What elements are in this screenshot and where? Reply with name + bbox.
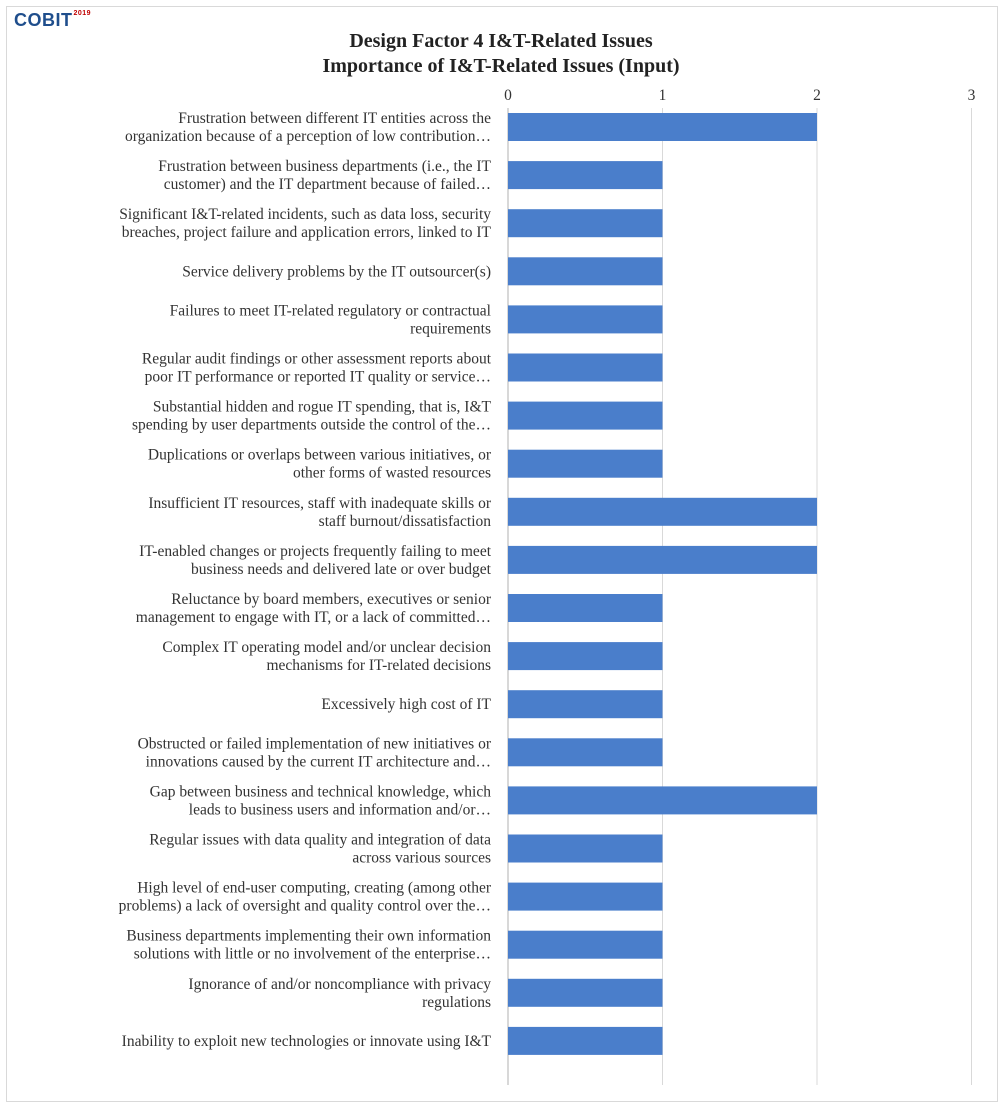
chart-subtitle: Importance of I&T-Related Issues (Input) bbox=[322, 55, 680, 77]
bar bbox=[508, 209, 663, 238]
category-label: across various sources bbox=[352, 850, 491, 867]
category-label: Excessively high cost of IT bbox=[321, 696, 491, 713]
bar bbox=[508, 353, 663, 382]
bar bbox=[508, 786, 817, 815]
logo-suffix: 2019 bbox=[73, 10, 92, 17]
category-label: Reluctance by board members, executives … bbox=[171, 591, 492, 608]
category-label: Business departments implementing their … bbox=[126, 928, 491, 945]
bar bbox=[508, 497, 817, 526]
category-label: Gap between business and technical knowl… bbox=[150, 783, 492, 800]
category-label: innovations caused by the current IT arc… bbox=[146, 753, 491, 770]
bar bbox=[508, 401, 663, 430]
category-label: Insufficient IT resources, staff with in… bbox=[148, 495, 491, 512]
bar bbox=[508, 594, 663, 622]
category-label: other forms of wasted resources bbox=[293, 465, 491, 482]
tick-label: 3 bbox=[968, 87, 976, 104]
category-label: staff burnout/dissatisfaction bbox=[319, 513, 492, 530]
bar bbox=[508, 113, 817, 141]
bar bbox=[508, 882, 663, 911]
bar bbox=[508, 738, 663, 767]
category-label: solutions with little or no involvement … bbox=[134, 946, 491, 963]
category-label: Duplications or overlaps between various… bbox=[148, 447, 492, 464]
bar bbox=[508, 545, 817, 574]
chart-frame bbox=[6, 6, 998, 1102]
category-label: requirements bbox=[410, 320, 491, 337]
category-label: organization because of a perception of … bbox=[125, 128, 491, 145]
category-label: Inability to exploit new technologies or… bbox=[122, 1033, 492, 1050]
logo-text: COBIT bbox=[14, 10, 73, 30]
category-label: Frustration between different IT entitie… bbox=[178, 110, 491, 127]
bar bbox=[508, 978, 663, 1007]
bar bbox=[508, 642, 663, 671]
category-label: Frustration between business departments… bbox=[158, 158, 491, 175]
category-label: High level of end-user computing, creati… bbox=[137, 880, 492, 897]
bar bbox=[508, 449, 663, 478]
category-label: Regular issues with data quality and int… bbox=[149, 832, 491, 849]
bar bbox=[508, 161, 663, 190]
tick-label: 2 bbox=[813, 87, 821, 104]
category-label: Failures to meet IT-related regulatory o… bbox=[170, 302, 491, 319]
category-label: Regular audit findings or other assessme… bbox=[142, 351, 492, 368]
category-label: business needs and delivered late or ove… bbox=[191, 561, 492, 578]
category-label: regulations bbox=[422, 994, 491, 1011]
category-label: breaches, project failure and applicatio… bbox=[122, 224, 492, 241]
bar bbox=[508, 305, 663, 334]
bar bbox=[508, 257, 663, 286]
cobit-logo: COBIT2019 bbox=[14, 10, 91, 31]
category-label: Service delivery problems by the IT outs… bbox=[182, 263, 491, 280]
category-label: IT-enabled changes or projects frequentl… bbox=[139, 543, 492, 560]
chart-title: Design Factor 4 I&T-Related Issues bbox=[349, 30, 653, 52]
category-label: Significant I&T-related incidents, such … bbox=[119, 206, 491, 223]
category-label: leads to business users and information … bbox=[189, 801, 491, 818]
bar bbox=[508, 1026, 663, 1055]
bar bbox=[508, 690, 663, 719]
category-label: spending by user departments outside the… bbox=[132, 417, 491, 434]
tick-label: 1 bbox=[659, 87, 667, 104]
bar bbox=[508, 930, 663, 959]
category-label: poor IT performance or reported IT quali… bbox=[145, 369, 491, 386]
category-label: management to engage with IT, or a lack … bbox=[136, 609, 491, 626]
tick-label: 0 bbox=[504, 87, 512, 104]
category-label: Complex IT operating model and/or unclea… bbox=[162, 639, 491, 656]
category-label: Obstructed or failed implementation of n… bbox=[138, 735, 492, 752]
bar bbox=[508, 834, 663, 863]
category-label: problems) a lack of oversight and qualit… bbox=[119, 898, 491, 915]
category-label: mechanisms for IT-related decisions bbox=[266, 657, 491, 674]
category-label: Ignorance of and/or noncompliance with p… bbox=[188, 976, 491, 993]
category-label: Substantial hidden and rogue IT spending… bbox=[153, 399, 492, 416]
category-label: customer) and the IT department because … bbox=[164, 176, 491, 193]
